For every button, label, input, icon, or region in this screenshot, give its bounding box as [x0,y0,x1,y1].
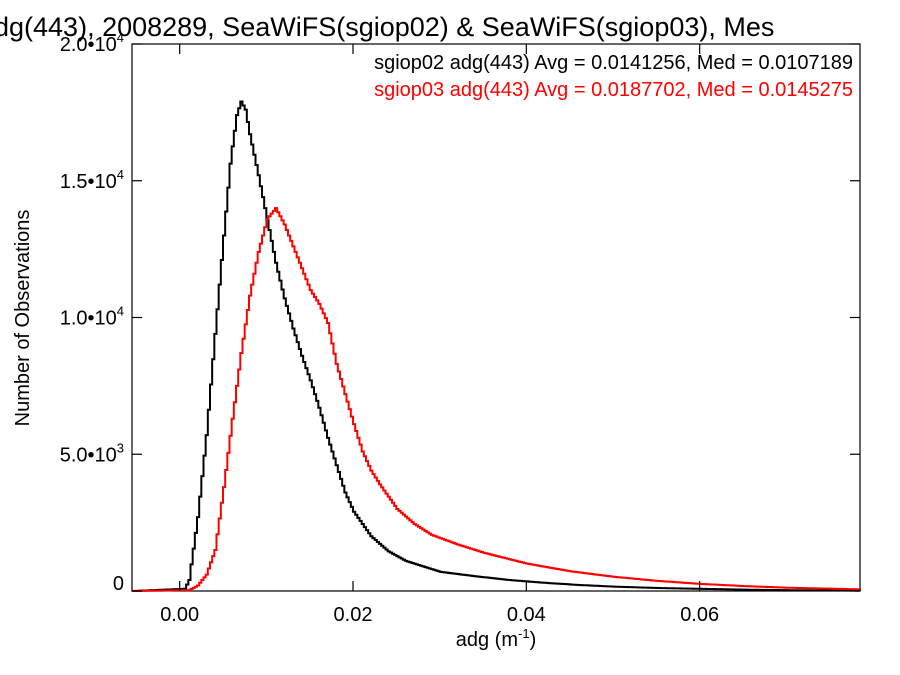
legend-entry-sgiop02: sgiop02 adg(443) Avg = 0.0141256, Med = … [374,52,853,74]
x-tick-label: 0.02 [334,604,373,626]
y-tick-label: 5.0•103 [60,440,124,466]
x-axis-ticks: 0.00 0.02 0.04 0.06 [160,44,719,626]
legend: sgiop02 adg(443) Avg = 0.0141256, Med = … [374,52,853,101]
x-axis-label-text: adg (m [456,629,518,651]
x-axis-label-superscript: -1 [518,626,530,641]
series-layer [132,100,861,592]
series-line-2 [132,207,861,592]
y-tick-label: 1.0•104 [60,304,124,330]
y-axis-ticks: 0 5.0•103 1.0•104 1.5•104 2.0•104 [60,30,860,595]
y-tick-label: 1.5•104 [60,167,124,193]
x-tick-label: 0.04 [507,604,546,626]
plot-frame [131,43,861,592]
plot-area: 0.00 0.02 0.04 0.06 0 5.0•103 1.0•104 1.5•104 2… [60,30,861,626]
y-tick-label: 2.0•104 [60,30,124,56]
x-axis-label: adg (m-1) [456,626,536,651]
x-tick-label: 0.00 [160,604,199,626]
legend-entry-sgiop03: sgiop03 adg(443) Avg = 0.0187702, Med = … [374,79,853,101]
series-line-1 [132,100,861,592]
chart-title: dg(443), 2008289, SeaWiFS(sgiop02) & Sea… [0,12,774,42]
x-tick-label: 0.06 [680,604,719,626]
y-tick-label: 0 [113,573,124,595]
y-axis-label: Number of Observations [12,210,34,427]
x-axis-label-close: ) [530,629,537,651]
